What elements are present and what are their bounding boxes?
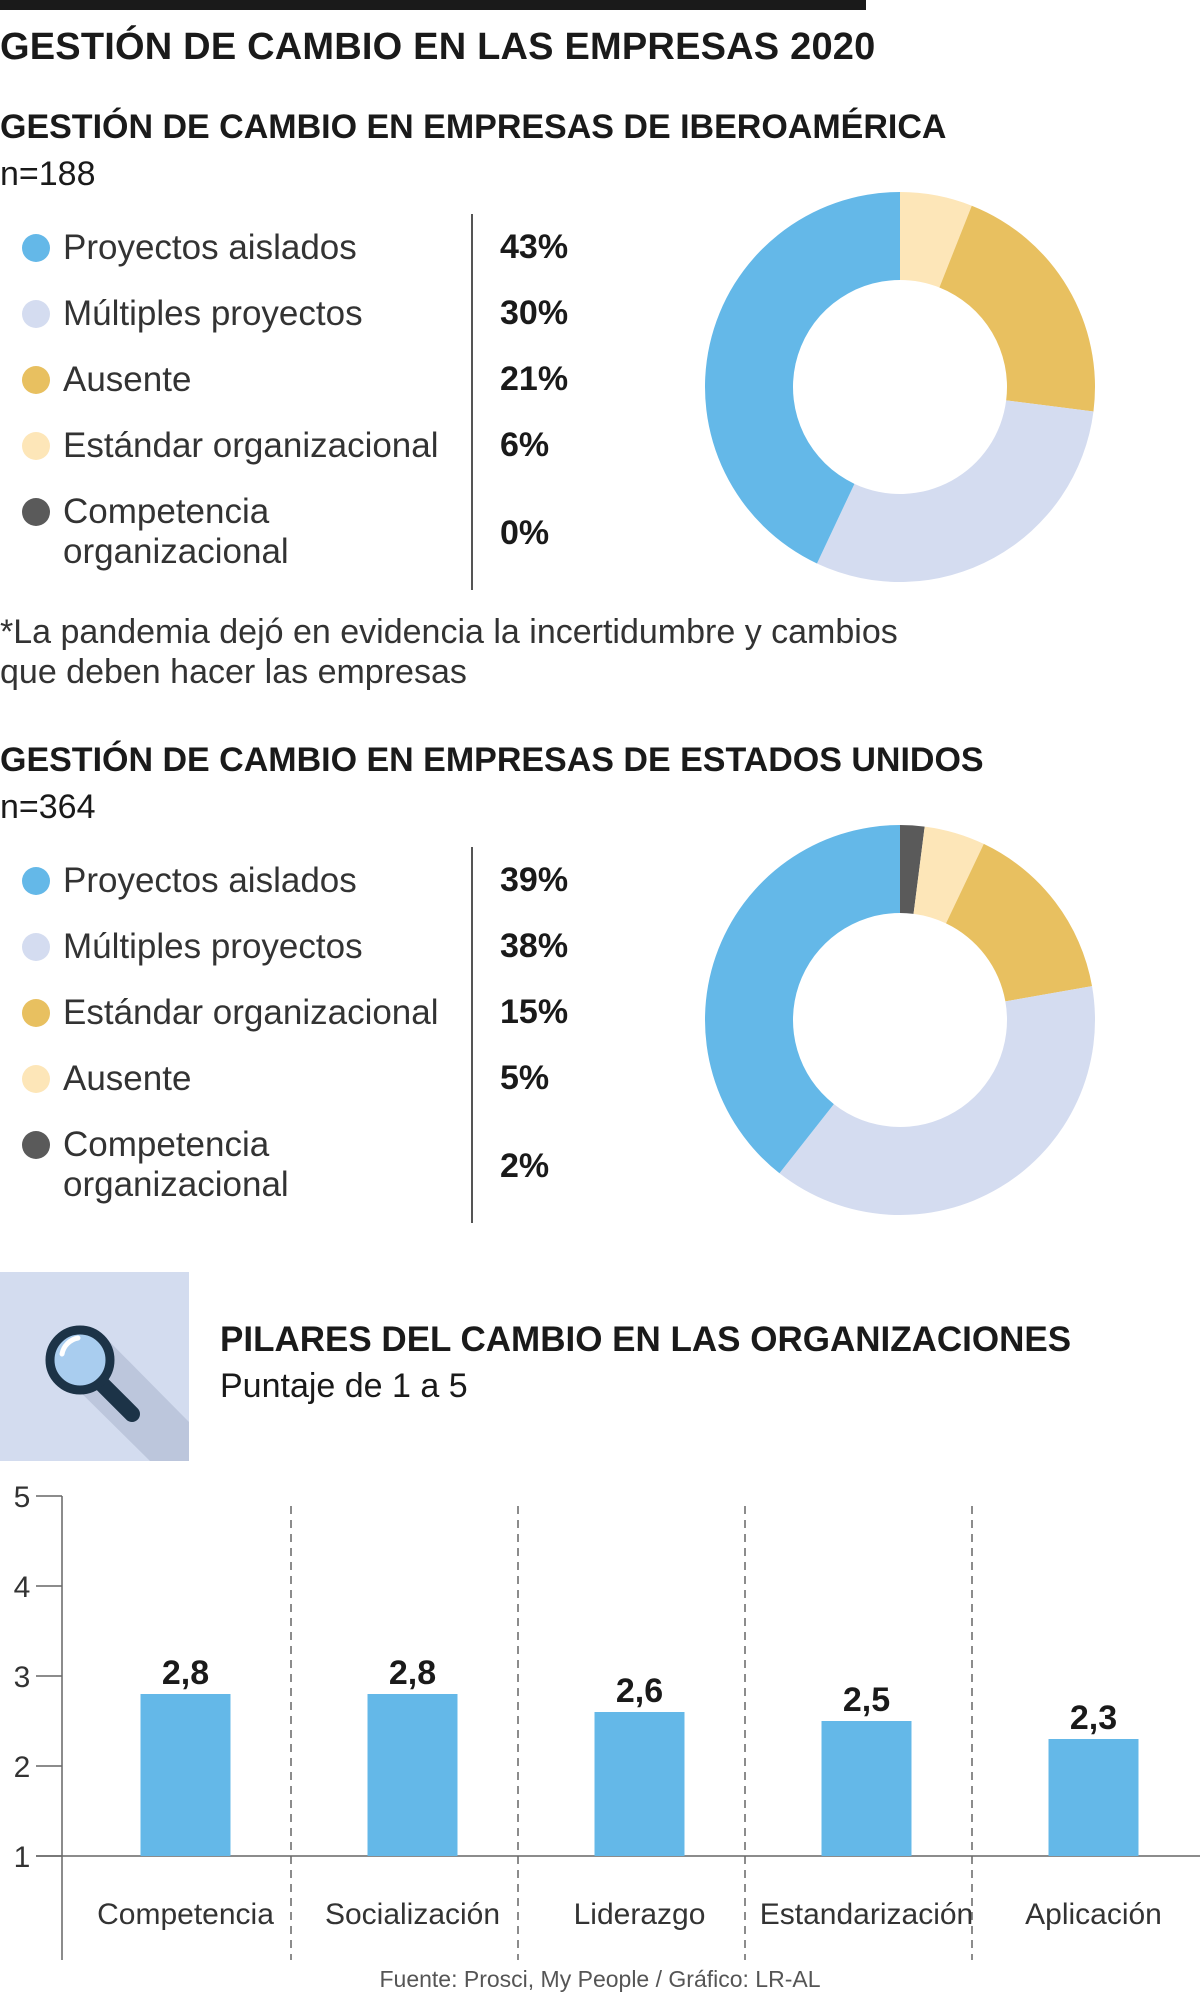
us-n: n=364 [0,788,96,826]
legend-pct: 5% [500,1059,550,1097]
ibero-title: GESTIÓN DE CAMBIO EN EMPRESAS DE IBEROAM… [0,108,947,146]
legend-pct: 39% [500,861,569,899]
ibero-legend-item: Competencia organizacional 0% [0,492,600,572]
y-tick-label: 2 [14,1751,31,1784]
y-tick-label: 5 [14,1481,31,1514]
magnifier-illustration [0,1272,189,1461]
legend-pct: 30% [500,294,569,332]
y-tick-label: 3 [14,1661,31,1694]
bar [140,1694,231,1856]
us-legend-item: Ausente 5% [0,1059,600,1099]
legend-pct: 43% [500,228,569,266]
ibero-legend-item: Ausente 21% [0,360,600,400]
legend-dot [22,999,50,1027]
legend-label: Estándar organizacional [63,993,439,1032]
ibero-n: n=188 [0,155,96,193]
footnote-line: *La pandemia dejó en evidencia la incert… [0,613,898,651]
ibero-legend-item: Proyectos aislados 43% [0,228,600,268]
donut-slice [816,400,1094,582]
legend-dot [22,432,50,460]
donut-slice [913,826,984,924]
donut-slice [900,192,972,288]
bar-value-label: 2,8 [162,1654,209,1692]
bar [821,1721,912,1856]
ibero-donut-chart [705,192,1095,582]
y-tick-label: 4 [14,1571,31,1604]
legend-pct: 15% [500,993,569,1031]
bar-category-label: Estandarización [760,1898,973,1931]
bar-category-label: Aplicación [1025,1898,1162,1931]
bar-category-label: Liderazgo [574,1898,706,1931]
donut-slice [705,825,900,1174]
pillars-subtitle: Puntaje de 1 a 5 [220,1367,468,1405]
donut-slice [939,205,1095,412]
legend-pct: 0% [500,514,550,552]
legend-label: Proyectos aislados [63,861,357,900]
legend-label: Ausente [63,360,192,399]
us-legend-item: Múltiples proyectos 38% [0,927,600,967]
source-credit: Fuente: Prosci, My People / Gráfico: LR-… [379,1966,821,1992]
legend-dot [22,933,50,961]
magnifier-icon [45,1325,189,1461]
legend-label: Múltiples proyectos [63,927,363,966]
bar-value-label: 2,6 [616,1672,663,1710]
us-legend-item: Proyectos aislados 39% [0,861,600,901]
legend-dot [22,300,50,328]
top-rule [0,0,866,10]
us-legend-item: Competencia organizacional 2% [0,1125,600,1205]
legend-divider [471,847,473,1223]
legend-label: Competencia [63,492,270,531]
legend-dot [22,1065,50,1093]
donut-slice [779,986,1095,1215]
bar-category-label: Competencia [97,1898,274,1931]
legend-pct: 21% [500,360,569,398]
legend-dot [22,867,50,895]
legend-dot [22,498,50,526]
donut-slice [900,825,925,914]
legend-label: Proyectos aislados [63,228,357,267]
us-legend-item: Estándar organizacional 15% [0,993,600,1033]
bar-value-label: 2,3 [1070,1699,1117,1737]
legend-pct: 6% [500,426,550,464]
us-donut-chart [705,825,1095,1215]
bar-value-label: 2,5 [843,1681,890,1719]
legend-dot [22,234,50,262]
pillars-title: PILARES DEL CAMBIO EN LAS ORGANIZACIONES [220,1320,1072,1359]
legend-dot [22,1131,50,1159]
pillars-bar-chart: 1 2 3 4 5 2,8 Competencia 2,8 Socialización 2,6 Li… [14,1481,1200,1960]
ibero-legend-item: Estándar organizacional 6% [0,426,600,466]
legend-dot [22,366,50,394]
bar [1048,1739,1139,1856]
legend-label: Estándar organizacional [63,426,439,465]
main-title: GESTIÓN DE CAMBIO EN LAS EMPRESAS 2020 [0,26,876,68]
legend-label: organizacional [63,1165,289,1204]
footnote-line: que deben hacer las empresas [0,653,467,691]
donut-slice [705,192,900,564]
legend-pct: 38% [500,927,569,965]
footnote: *La pandemia dejó en evidencia la incert… [0,612,898,692]
bar [594,1712,685,1856]
us-title: GESTIÓN DE CAMBIO EN EMPRESAS DE ESTADOS… [0,741,984,779]
donut-slice [945,843,1093,1002]
legend-label: Ausente [63,1059,192,1098]
ibero-legend-item: Múltiples proyectos 30% [0,294,600,334]
legend-label: Competencia [63,1125,270,1164]
y-tick-label: 1 [14,1841,31,1874]
bar-value-label: 2,8 [389,1654,436,1692]
legend-label: organizacional [63,532,289,571]
legend-pct: 2% [500,1147,550,1185]
legend-label: Múltiples proyectos [63,294,363,333]
bar [367,1694,458,1856]
legend-divider [471,214,473,590]
bar-category-label: Socialización [325,1898,500,1931]
